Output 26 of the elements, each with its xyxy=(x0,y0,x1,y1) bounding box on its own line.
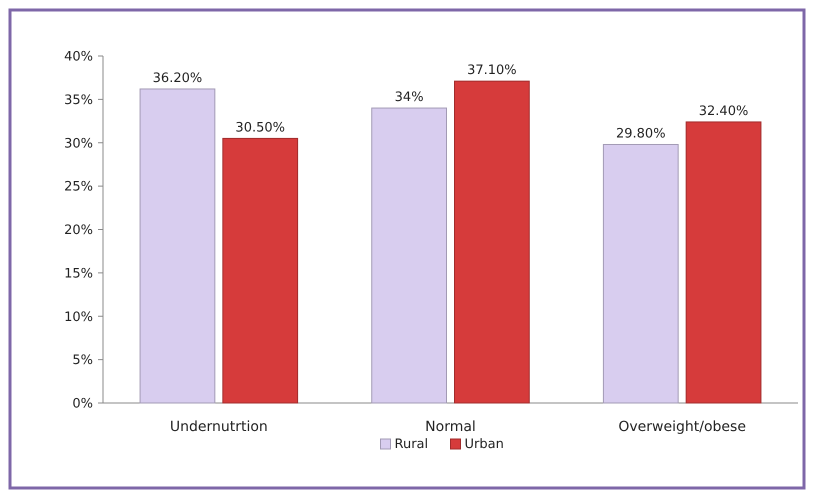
y-tick-label: 0% xyxy=(72,396,93,412)
data-label: 30.50% xyxy=(235,120,286,136)
bar xyxy=(222,138,298,404)
y-tick-label: 25% xyxy=(64,180,93,195)
legend-label: Urban xyxy=(464,437,504,452)
bar xyxy=(454,80,530,404)
bar xyxy=(602,144,679,404)
y-tick-label: 35% xyxy=(64,92,93,108)
data-label: 36.20% xyxy=(152,70,202,86)
bar xyxy=(686,121,762,404)
bar xyxy=(371,108,447,404)
legend-label: Rural xyxy=(394,437,428,452)
y-tick-label: 20% xyxy=(64,223,93,238)
x-tick-label: Undernutrtion xyxy=(170,419,268,435)
data-label: 29.80% xyxy=(616,126,666,142)
y-tick-label: 5% xyxy=(72,353,93,368)
x-tick-label: Overweight/obese xyxy=(618,419,746,435)
data-label: 34% xyxy=(394,90,424,106)
x-tick-label: Normal xyxy=(425,419,476,435)
y-tick-label: 10% xyxy=(64,310,93,325)
data-label: 32.40% xyxy=(698,104,748,119)
y-tick-label: 40% xyxy=(64,50,93,65)
bar xyxy=(140,88,216,404)
y-tick-label: 30% xyxy=(64,136,93,152)
data-label: 37.10% xyxy=(467,63,517,78)
y-tick-label: 15% xyxy=(64,266,93,282)
